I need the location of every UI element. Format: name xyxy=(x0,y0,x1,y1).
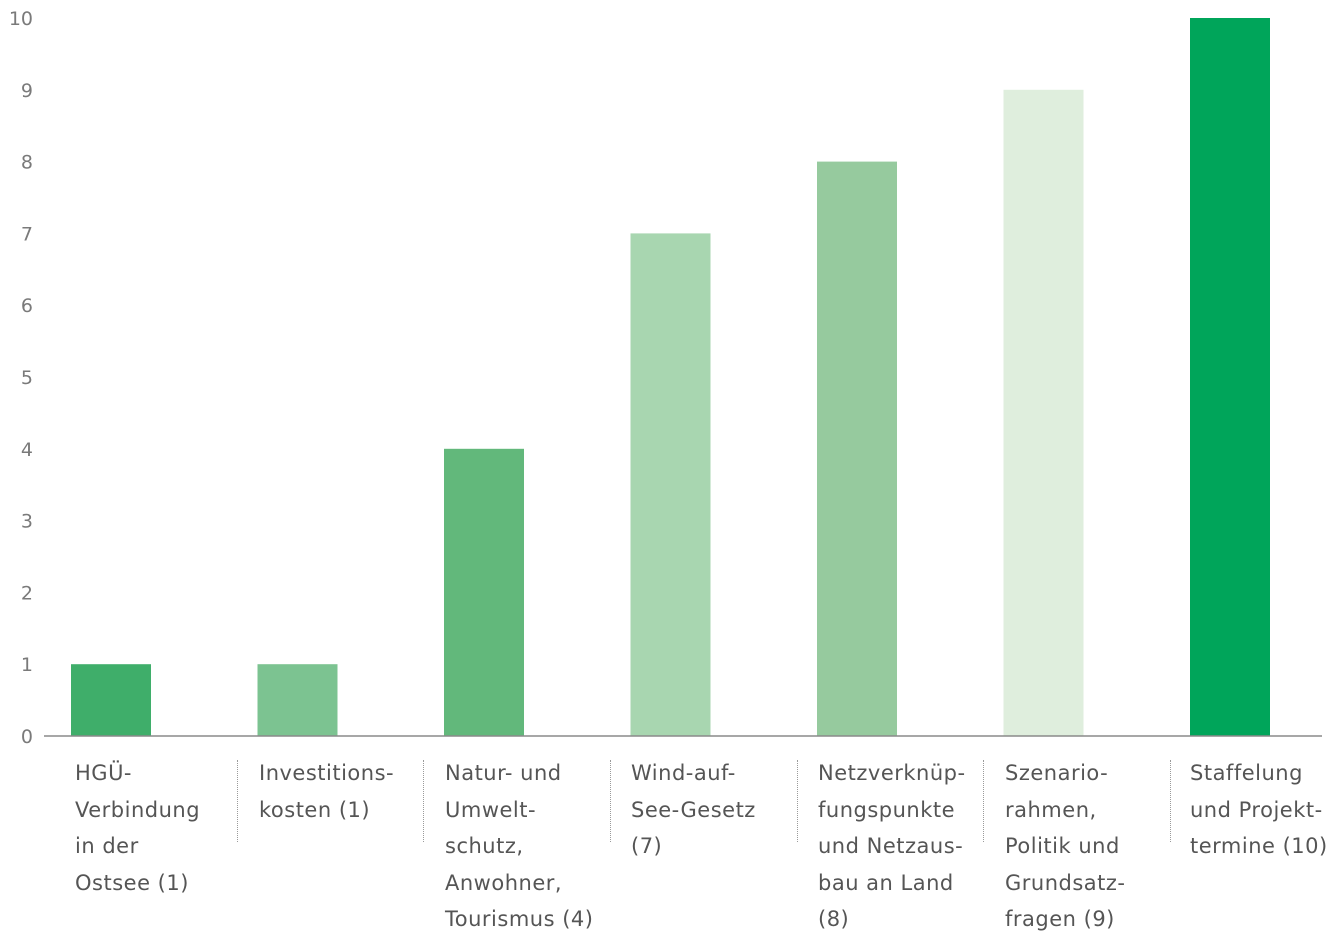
y-tick-label: 8 xyxy=(21,152,33,174)
category-separator xyxy=(983,760,984,842)
category-separator xyxy=(610,760,611,842)
bar xyxy=(817,161,897,737)
y-tick-label: 4 xyxy=(21,439,33,461)
y-tick-label: 5 xyxy=(21,367,33,389)
y-tick-label: 9 xyxy=(21,80,33,102)
bar xyxy=(1003,89,1084,737)
y-axis-ticks: 0 1 2 3 4 5 6 7 8 9 10 xyxy=(9,8,33,748)
x-category-label: Investitions- kosten (1) xyxy=(259,761,395,822)
x-category-label: Wind-auf- See-Gesetz (7) xyxy=(631,761,756,858)
bar xyxy=(71,664,151,736)
x-category-label: Szenario- rahmen, Politik und Grundsatz-… xyxy=(1005,761,1126,931)
bar xyxy=(444,448,524,736)
x-category-label: HGÜ- Verbindung in der Ostsee (1) xyxy=(75,761,201,895)
y-tick-label: 2 xyxy=(21,582,33,604)
y-tick-label: 1 xyxy=(21,654,33,676)
bar xyxy=(630,233,711,736)
bar xyxy=(1190,18,1270,736)
x-category-label: Natur- und Umwelt- schutz, Anwohner, Tou… xyxy=(445,761,594,931)
category-separator xyxy=(237,760,238,842)
category-separator xyxy=(423,760,424,842)
x-category-label: Staffelung und Projekt- termine (10) xyxy=(1190,761,1328,858)
bar xyxy=(257,664,338,736)
bars xyxy=(71,18,1270,737)
y-tick-label: 10 xyxy=(9,8,33,30)
y-tick-label: 7 xyxy=(21,223,33,245)
x-category-label: Netzverknüp- fungspunkte und Netzaus- ba… xyxy=(818,761,966,931)
category-separator xyxy=(797,760,798,842)
y-tick-label: 3 xyxy=(21,511,33,533)
category-separator xyxy=(1170,760,1171,842)
y-tick-label: 0 xyxy=(21,726,33,748)
y-tick-label: 6 xyxy=(21,295,33,317)
